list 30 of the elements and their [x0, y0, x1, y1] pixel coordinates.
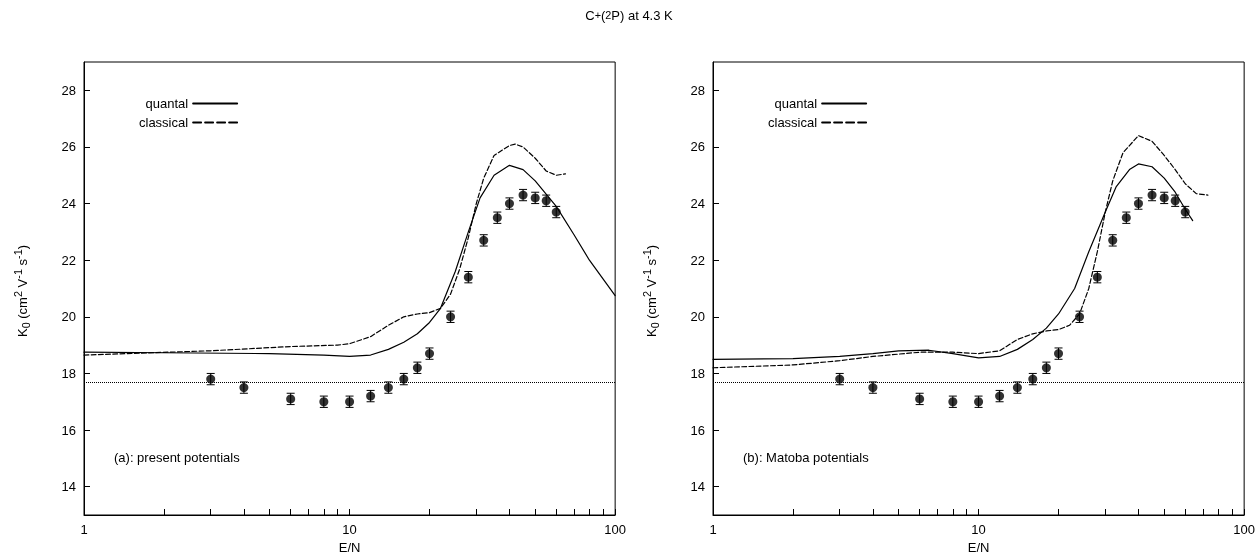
- annotation: (b): Matoba potentials: [743, 450, 870, 465]
- y-tick-label: 20: [61, 309, 76, 325]
- y-tick-label: 22: [690, 252, 705, 268]
- y-tick-label: 24: [690, 196, 705, 212]
- y-tick-label: 22: [61, 252, 76, 268]
- y-tick-label: 14: [690, 479, 705, 495]
- x-tick-label: 100: [1233, 522, 1256, 537]
- y-tick-label: 16: [61, 422, 76, 438]
- x-axis-title: E/N: [338, 540, 361, 555]
- x-tick-label: 1: [709, 522, 717, 537]
- x-tick-label: 1: [80, 522, 88, 537]
- y-tick-label: 16: [690, 422, 705, 438]
- legend-label: classical: [768, 115, 818, 130]
- x-tick-label: 10: [971, 522, 986, 537]
- y-tick-label: 18: [61, 365, 76, 381]
- annotation: (a): present potentials: [114, 450, 241, 465]
- y-tick-label: 26: [690, 139, 705, 155]
- legend-label: quantal: [774, 96, 818, 111]
- y-tick-label: 14: [61, 479, 76, 495]
- x-axis-title: E/N: [967, 540, 990, 555]
- y-tick-label: 28: [690, 82, 705, 98]
- y-tick-label: 18: [690, 365, 705, 381]
- legend-label: quantal: [145, 96, 189, 111]
- y-tick-label: 26: [61, 139, 76, 155]
- x-tick-label: 100: [604, 522, 627, 537]
- x-tick-label: 10: [342, 522, 357, 537]
- y-tick-label: 28: [61, 82, 76, 98]
- y-tick-label: 24: [61, 196, 76, 212]
- y-tick-label: 20: [690, 309, 705, 325]
- legend-label: classical: [139, 115, 189, 130]
